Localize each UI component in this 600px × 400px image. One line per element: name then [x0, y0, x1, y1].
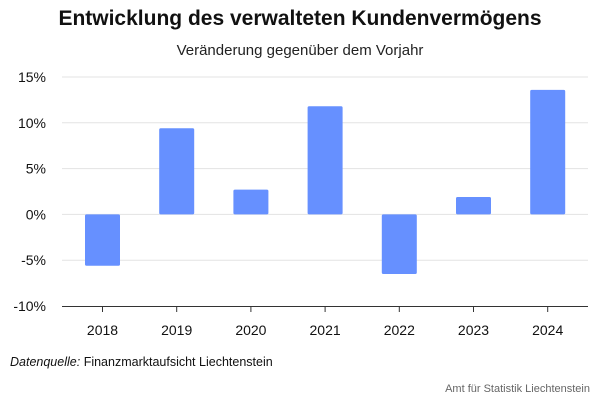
x-tick-labels: 2018 2019 2020 2021 2022 2023 2024 — [87, 322, 564, 338]
bar-2021 — [307, 106, 343, 215]
bar-2022 — [381, 214, 417, 274]
data-source-text: Finanzmarktaufsicht Liechtenstein — [83, 355, 273, 369]
data-source-label: Datenquelle: — [10, 355, 81, 369]
y-tick-label: 15% — [18, 69, 46, 85]
x-tick-label: 2020 — [235, 322, 266, 338]
y-tick-label: -10% — [13, 298, 46, 314]
chart-title: Entwicklung des verwalteten Kundenvermög… — [58, 7, 542, 30]
axes — [62, 306, 588, 312]
bar-2019 — [159, 128, 195, 215]
x-tick-label: 2022 — [384, 322, 415, 338]
bars — [85, 89, 566, 274]
y-tick-label: 5% — [26, 161, 46, 177]
credit-text: Amt für Statistik Liechtenstein — [445, 383, 590, 395]
chart-subtitle: Veränderung gegenüber dem Vorjahr — [176, 42, 424, 59]
x-tick-label: 2018 — [87, 322, 118, 338]
x-tick-label: 2023 — [458, 322, 489, 338]
y-tick-label: -5% — [21, 252, 46, 268]
y-tick-label: 10% — [18, 115, 46, 131]
data-source: Datenquelle: Finanzmarktaufsicht Liechte… — [10, 355, 273, 369]
y-tick-label: 0% — [26, 206, 46, 222]
bar-2023 — [456, 196, 491, 215]
bar-2024 — [530, 89, 566, 215]
x-tick-label: 2019 — [161, 322, 192, 338]
bar-2018 — [85, 214, 120, 266]
bar-2020 — [233, 189, 269, 215]
x-tick-label: 2021 — [310, 322, 341, 338]
y-tick-labels: -10% -5% 0% 5% 10% 15% — [13, 69, 46, 314]
x-tick-label: 2024 — [532, 322, 563, 338]
